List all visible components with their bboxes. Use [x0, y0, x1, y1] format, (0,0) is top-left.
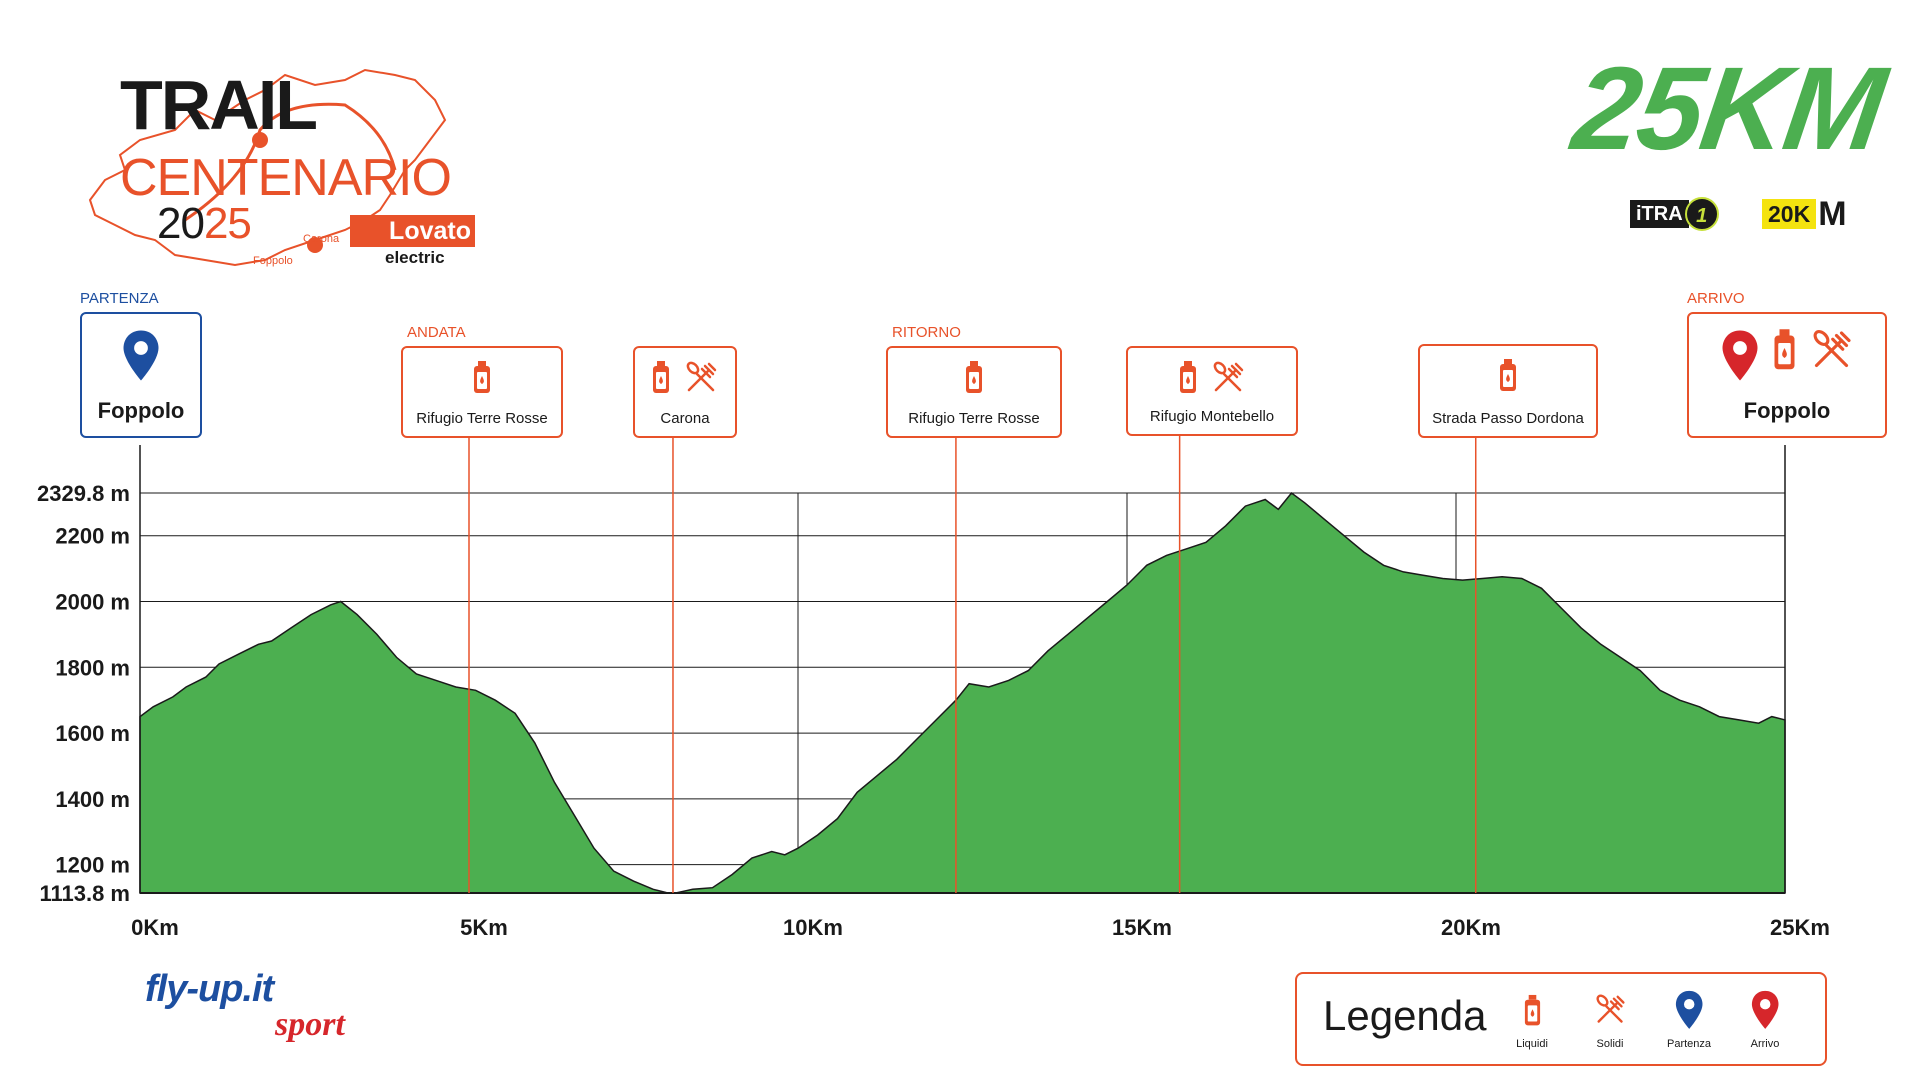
checkpoint-name: Carona [660, 410, 710, 427]
elevation-profile-chart: 2329.8 m 2200 m 2000 m 1800 m 1600 m 1400 m 12… [37, 436, 1830, 940]
checkpoint-icons [403, 360, 561, 394]
checkpoint-box: Rifugio Terre Rosse [886, 346, 1062, 438]
x-tick-label: 25Km [1770, 915, 1830, 940]
liquid-icon [1524, 994, 1540, 1026]
checkpoint-box: Foppolo [80, 312, 202, 438]
legend: Legenda Liquidi Solidi Partenza Arrivo [1295, 972, 1827, 1066]
logo-trail-text: TRAIL [120, 66, 318, 144]
itra-badge: iTRA 1 [1630, 197, 1719, 231]
y-tick-label: 1113.8 m [39, 881, 130, 906]
checkpoint-icons [888, 360, 1060, 394]
finish-pin-icon [1722, 330, 1758, 381]
legend-item: Solidi [1575, 988, 1645, 1050]
y-tick-label: 2329.8 m [37, 481, 130, 506]
itra-points: 1 [1684, 197, 1719, 231]
checkpoint-name: Strada Passo Dordona [1432, 410, 1584, 427]
y-tick-label: 2000 m [55, 589, 130, 614]
checkpoint-caption: ANDATA [407, 324, 466, 341]
legend-item: Partenza [1654, 988, 1724, 1050]
checkpoint-name: Foppolo [97, 398, 185, 423]
y-tick-label: 1600 m [55, 721, 130, 746]
liquid-icon [1500, 359, 1516, 391]
start-pin-icon [123, 330, 159, 381]
checkpoint-name: Rifugio Montebello [1149, 408, 1275, 425]
flyup-text: fly-up.it [145, 968, 274, 1010]
elevation-area [139, 491, 1786, 894]
event-logo: TRAIL CENTENARIO 2025 Foppolo Carona Lov… [85, 60, 505, 280]
logo-year: 2025 [157, 199, 252, 248]
legend-item-label: Partenza [1666, 1038, 1712, 1050]
checkpoint-icons [1689, 328, 1885, 383]
legend-item: Arrivo [1730, 988, 1800, 1050]
checkpoint-icons [82, 328, 200, 383]
checkpoint-name: Rifugio Terre Rosse [416, 410, 548, 427]
x-tick-label: 20Km [1441, 915, 1501, 940]
start-pin-icon [1675, 990, 1703, 1029]
y-tick-label: 1400 m [55, 787, 130, 812]
solid-food-icon [1213, 361, 1244, 392]
checkpoint-box: Foppolo [1687, 312, 1887, 438]
y-tick-label: 1800 m [55, 655, 130, 680]
solid-food-icon [1813, 330, 1851, 368]
liquid-icon [966, 361, 982, 393]
checkpoint-name: Foppolo [1743, 398, 1831, 423]
itra-text: iTRA [1630, 200, 1689, 228]
y-tick-label: 1200 m [55, 853, 130, 878]
checkpoint-icons [1420, 358, 1596, 392]
liquid-icon [1180, 361, 1196, 393]
solid-food-icon [686, 361, 717, 392]
legend-item-label: Solidi [1596, 1038, 1624, 1050]
x-tick-label: 5Km [460, 915, 508, 940]
y-tick-label: 2200 m [55, 524, 130, 549]
logo-centenario-text: CENTENARIO [120, 149, 452, 207]
flyup-sport-text: sport [275, 1006, 345, 1043]
liquid-icon [474, 361, 490, 393]
logo-town-foppolo: Foppolo [253, 255, 293, 267]
checkpoint-icons [635, 360, 735, 396]
checkpoint-box: Carona [633, 346, 737, 438]
sponsor-logo-electric: electric [385, 248, 445, 267]
x-tick-label: 10Km [783, 915, 843, 940]
x-tick-label: 0Km [131, 915, 179, 940]
checkpoint-caption: RITORNO [892, 324, 961, 341]
legend-item: Liquidi [1497, 988, 1567, 1050]
legend-item-label: Arrivo [1750, 1038, 1780, 1050]
solid-food-icon [1596, 994, 1625, 1023]
sponsor-logo-flyup: fly-up.it sport [145, 970, 345, 1042]
legend-item-label: Liquidi [1516, 1038, 1548, 1050]
checkpoint-icons [1128, 360, 1296, 396]
legend-title: Legenda [1323, 992, 1487, 1039]
checkpoint-box: Rifugio Montebello [1126, 346, 1298, 436]
series-m: M [1818, 195, 1847, 233]
checkpoint-name: Rifugio Terre Rosse [908, 410, 1040, 427]
checkpoint-caption: ARRIVO [1687, 290, 1745, 307]
logo-town-carona: Carona [303, 233, 340, 245]
checkpoint-box: Rifugio Terre Rosse [401, 346, 563, 438]
checkpoint-caption: PARTENZA [80, 290, 159, 307]
map-outline-icon [88, 68, 447, 267]
checkpoint-box: Strada Passo Dordona [1418, 344, 1598, 438]
finish-pin-icon [1751, 990, 1779, 1029]
sponsor-logo-lovato: Lovato [350, 215, 475, 247]
series-badge: 20K M [1762, 195, 1847, 233]
liquid-icon [653, 361, 669, 393]
series-k: 20K [1762, 199, 1817, 229]
x-tick-label: 15Km [1112, 915, 1172, 940]
liquid-icon [1774, 329, 1795, 370]
